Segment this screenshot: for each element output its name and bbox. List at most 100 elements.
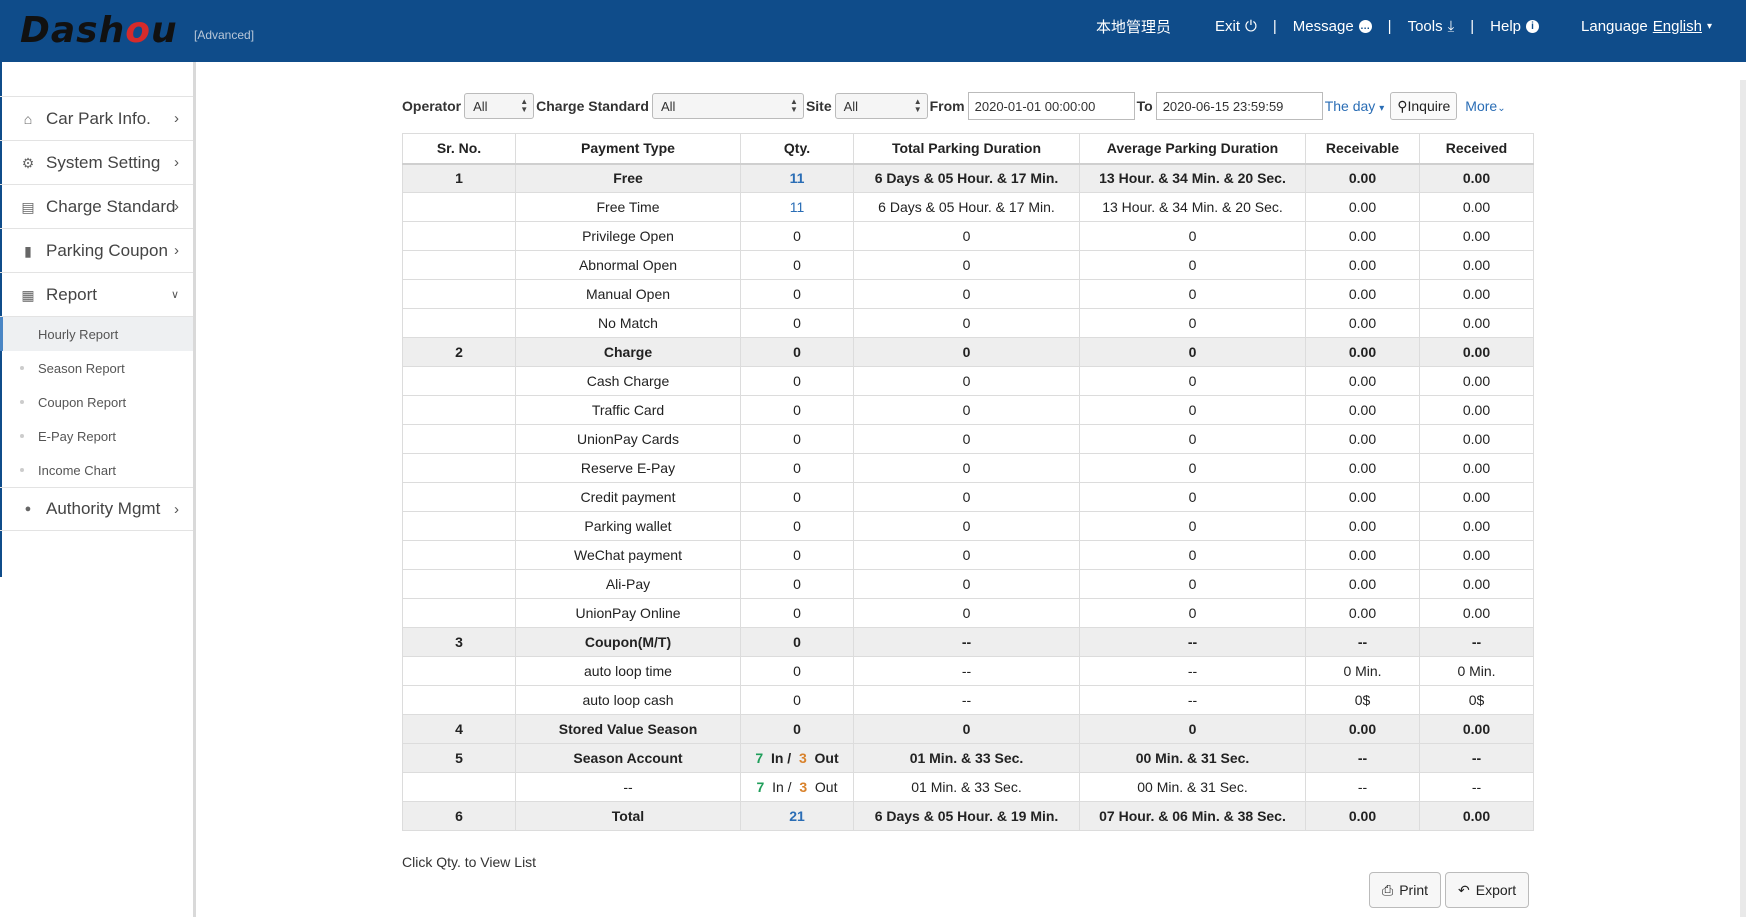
col-header-payment-type[interactable]: Payment Type bbox=[515, 133, 741, 165]
cell-payment-type: Parking wallet bbox=[515, 511, 741, 541]
caret-down-icon: ▾ bbox=[1706, 20, 1712, 32]
operator-select[interactable]: All ▲ ▼ bbox=[464, 93, 535, 119]
col-header-receivable[interactable]: Receivable bbox=[1305, 133, 1420, 165]
cell-qty[interactable]: 0 bbox=[740, 598, 854, 628]
sidebar-item-authority-mgmt[interactable]: ● Authority Mgmt › bbox=[0, 487, 193, 531]
sidebar-item-system-setting[interactable]: ⚙ System Setting › bbox=[0, 140, 193, 184]
cell-qty[interactable]: 0 bbox=[740, 337, 854, 367]
cell-qty[interactable]: 0 bbox=[740, 308, 854, 338]
cell-average-duration: 0 bbox=[1079, 221, 1306, 251]
cell-sr-no bbox=[402, 395, 516, 425]
col-header-qty[interactable]: Qty. bbox=[740, 133, 854, 165]
app-logo[interactable]: Dashou bbox=[20, 10, 178, 51]
table-body: 1 Free 11 6 Days & 05 Hour. & 17 Min. 13 Hou… bbox=[402, 163, 1534, 831]
submenu-income-chart[interactable]: Income Chart bbox=[0, 453, 193, 487]
cell-qty[interactable]: 0 bbox=[740, 569, 854, 599]
qty-hint: Click Qty. to View List bbox=[402, 854, 537, 870]
cell-average-duration: 00 Min. & 31 Sec. bbox=[1079, 772, 1306, 802]
submenu-epay-report[interactable]: E-Pay Report bbox=[0, 419, 193, 453]
sidebar-item-report[interactable]: ▦ Report ∨ bbox=[0, 272, 193, 316]
submenu-label: Income Chart bbox=[38, 462, 117, 478]
cell-total-duration: 0 bbox=[853, 250, 1080, 280]
from-label: From bbox=[929, 98, 965, 114]
the-day-dropdown[interactable]: The day ▾ bbox=[1325, 98, 1385, 114]
sidebar-item-parking-coupon[interactable]: ▮ Parking Coupon › bbox=[0, 228, 193, 272]
home-icon: ⌂ bbox=[23, 110, 33, 127]
cell-qty[interactable]: 0 bbox=[740, 627, 854, 657]
cell-qty[interactable]: 0 bbox=[740, 540, 854, 570]
cell-sr-no bbox=[402, 540, 516, 570]
cell-receivable: 0.00 bbox=[1305, 308, 1420, 338]
language-selector[interactable]: Language English ▾ bbox=[1575, 18, 1718, 35]
cell-qty-link[interactable]: 21 bbox=[740, 801, 854, 831]
cell-total-duration: -- bbox=[853, 627, 1080, 657]
cell-receivable: 0.00 bbox=[1305, 250, 1420, 280]
cell-total-duration: 6 Days & 05 Hour. & 19 Min. bbox=[853, 801, 1080, 831]
cell-qty[interactable]: 0 bbox=[740, 424, 854, 454]
double-chevron-down-icon: ⌄ bbox=[1497, 103, 1506, 114]
cell-qty[interactable]: 0 bbox=[740, 656, 854, 686]
cell-qty[interactable]: 0 bbox=[740, 250, 854, 280]
to-datetime-input[interactable]: 2020-06-15 23:59:59 bbox=[1155, 92, 1323, 120]
col-header-average-duration[interactable]: Average Parking Duration bbox=[1079, 133, 1306, 165]
message-button[interactable]: Message… bbox=[1287, 18, 1378, 35]
export-button[interactable]: ↶ Export bbox=[1445, 872, 1530, 908]
cell-payment-type: No Match bbox=[515, 308, 741, 338]
cell-received: -- bbox=[1419, 627, 1534, 657]
cell-qty[interactable]: 0 bbox=[740, 453, 854, 483]
cell-qty[interactable]: 0 bbox=[740, 511, 854, 541]
cell-total-duration: -- bbox=[853, 656, 1080, 686]
cell-payment-type: Stored Value Season bbox=[515, 714, 741, 744]
table-row: Traffic Card 0 0 0 0.00 0.00 bbox=[402, 395, 1534, 425]
site-value: All bbox=[843, 98, 859, 114]
tools-button[interactable]: Tools ⤓ bbox=[1402, 18, 1461, 35]
cell-qty-link[interactable]: 11 bbox=[740, 192, 854, 222]
site-select[interactable]: All ▲ ▼ bbox=[834, 93, 928, 119]
select-arrows-icon: ▲ ▼ bbox=[913, 97, 922, 114]
chevron-right-icon: › bbox=[174, 198, 179, 215]
col-header-sr-no[interactable]: Sr. No. bbox=[402, 133, 516, 165]
cell-qty[interactable]: 0 bbox=[740, 221, 854, 251]
submenu-hourly-report[interactable]: Hourly Report bbox=[0, 317, 193, 351]
sidebar-item-label: System Setting bbox=[46, 152, 161, 172]
cell-received: 0.00 bbox=[1419, 163, 1534, 193]
more-toggle[interactable]: More⌄ bbox=[1465, 98, 1505, 114]
charge-standard-select[interactable]: All ▲ ▼ bbox=[651, 93, 804, 119]
chevron-right-icon: › bbox=[174, 501, 179, 518]
from-datetime-input[interactable]: 2020-01-01 00:00:00 bbox=[967, 92, 1135, 120]
cell-payment-type: UnionPay Online bbox=[515, 598, 741, 628]
out-label: Out bbox=[814, 779, 838, 795]
filter-bar: Operator All ▲ ▼ Charge Standard All ▲ ▼ Sit… bbox=[402, 92, 1506, 120]
col-header-received[interactable]: Received bbox=[1419, 133, 1534, 165]
print-button[interactable]: ⎙ Print bbox=[1369, 872, 1441, 908]
exit-button[interactable]: Exit ⏻ bbox=[1209, 18, 1263, 35]
admin-user[interactable]: 本地管理员 bbox=[1095, 18, 1171, 36]
col-header-total-duration[interactable]: Total Parking Duration bbox=[853, 133, 1080, 165]
hourly-report-table: Sr. No. Payment Type Qty. Total Parking … bbox=[402, 133, 1534, 831]
submenu-coupon-report[interactable]: Coupon Report bbox=[0, 385, 193, 419]
cell-qty-inout[interactable]: 7 In / 3 Out bbox=[740, 743, 854, 773]
cell-received: 0.00 bbox=[1419, 598, 1534, 628]
cell-qty[interactable]: 0 bbox=[740, 714, 854, 744]
cell-average-duration: 0 bbox=[1079, 569, 1306, 599]
cell-qty[interactable]: 0 bbox=[740, 685, 854, 715]
cell-qty[interactable]: 0 bbox=[740, 366, 854, 396]
cell-qty-inout[interactable]: 7 In / 3 Out bbox=[740, 772, 854, 802]
cell-qty[interactable]: 0 bbox=[740, 395, 854, 425]
cell-sr-no bbox=[402, 279, 516, 309]
table-row: No Match 0 0 0 0.00 0.00 bbox=[402, 308, 1534, 338]
in-count: 7 bbox=[756, 779, 765, 795]
cell-received: 0.00 bbox=[1419, 337, 1534, 367]
cell-total-duration: 0 bbox=[853, 569, 1080, 599]
sidebar-item-car-park-info[interactable]: ⌂ Car Park Info. › bbox=[0, 96, 193, 140]
sidebar-item-charge-standard[interactable]: ▤ Charge Standard › bbox=[0, 184, 193, 228]
submenu-season-report[interactable]: Season Report bbox=[0, 351, 193, 385]
inquire-button[interactable]: ⚲ Inquire bbox=[1390, 92, 1458, 120]
page-scrollbar[interactable] bbox=[1740, 80, 1746, 917]
in-label: In / bbox=[770, 750, 792, 766]
cell-qty[interactable]: 0 bbox=[740, 482, 854, 512]
cell-qty-link[interactable]: 11 bbox=[740, 163, 854, 193]
cell-qty[interactable]: 0 bbox=[740, 279, 854, 309]
coupon-icon: ▮ bbox=[24, 242, 32, 259]
help-button[interactable]: Help i bbox=[1484, 18, 1545, 35]
